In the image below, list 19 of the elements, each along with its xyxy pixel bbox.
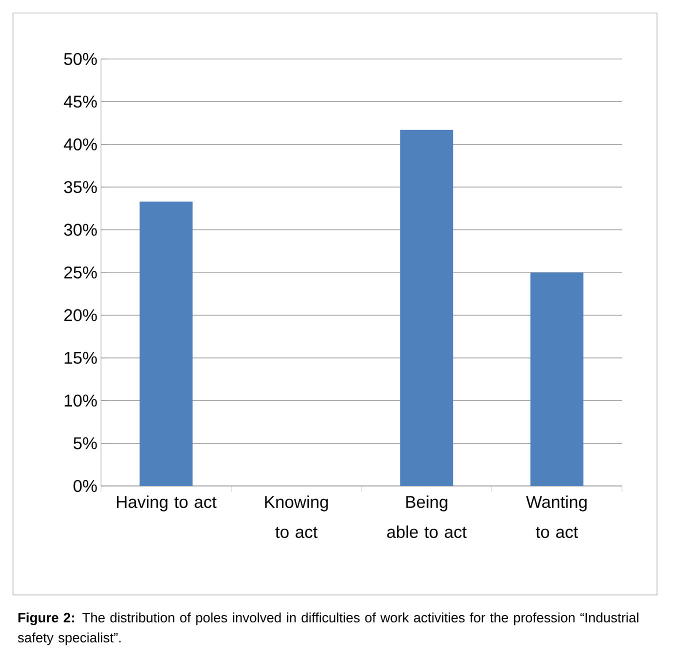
y-tick-label: 15% <box>64 352 97 364</box>
y-tick-label: 20% <box>64 309 97 322</box>
x-tick-label: Being able to act <box>387 496 467 538</box>
x-tick-label: Wanting to act <box>526 496 587 538</box>
y-tick-label: 10% <box>64 394 97 407</box>
bar <box>400 130 454 486</box>
y-tick-label: 40% <box>64 138 97 150</box>
y-tick-label: 45% <box>64 96 97 108</box>
x-tick-label: Knowing to act <box>265 496 328 538</box>
x-tick-label: Having to act <box>116 496 217 512</box>
y-tick-label: 25% <box>64 266 97 279</box>
y-tick-label: 50% <box>64 52 97 66</box>
y-tick-label: 30% <box>64 224 97 236</box>
bar <box>530 272 584 486</box>
text: Figure 2: The distribution of poles involved in difficulties of work activities for the profession “Industrial safety specialist”. <box>18 612 638 646</box>
y-tick-label: 0% <box>74 480 97 492</box>
bar <box>140 202 193 486</box>
y-tick-label: 35% <box>64 181 97 194</box>
y-tick-label: 5% <box>74 437 97 450</box>
